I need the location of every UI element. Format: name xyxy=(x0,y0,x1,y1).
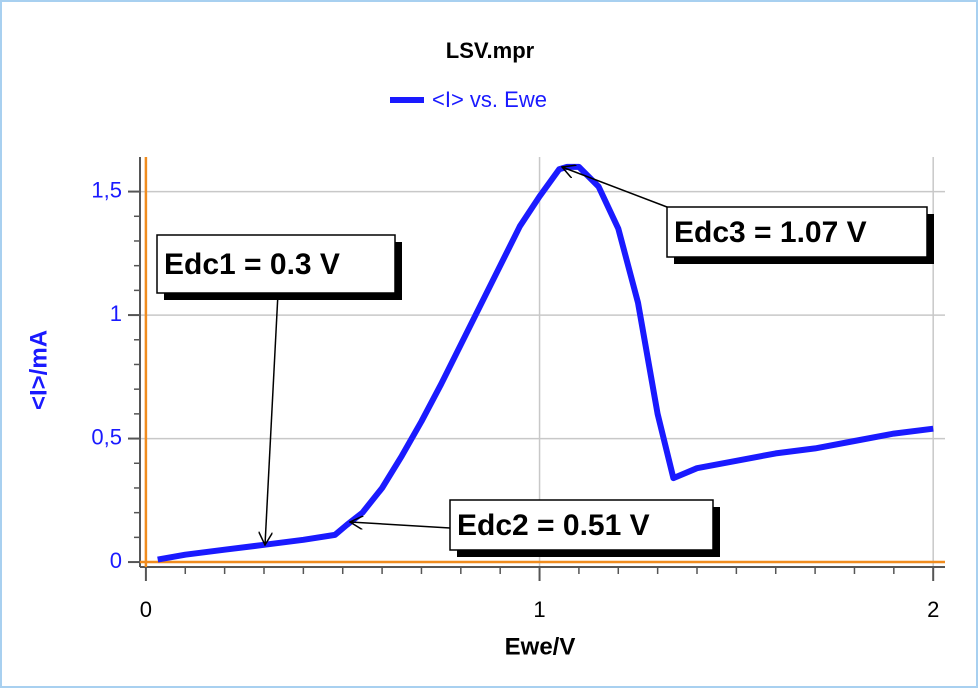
x-tick-label: 2 xyxy=(927,597,939,622)
data-line xyxy=(157,163,934,563)
annotation-text: Edc3 = 1.07 V xyxy=(674,216,867,249)
annotation-box xyxy=(156,234,396,294)
y-tick-label: 1,5 xyxy=(91,177,122,202)
annotation-arrow xyxy=(265,292,279,545)
annotation-text: Edc2 = 0.51 V xyxy=(457,509,650,542)
y-tick-label: 0 xyxy=(110,548,122,573)
x-tick-label: 0 xyxy=(140,597,152,622)
x-tick-label: 1 xyxy=(533,597,545,622)
annotation-arrow xyxy=(562,167,668,208)
x-axis-label: Ewe/V xyxy=(505,633,576,660)
legend-label: <I> vs. Ewe xyxy=(432,87,547,112)
chart-title: LSV.mpr xyxy=(446,38,535,63)
y-tick-label: 0,5 xyxy=(91,424,122,449)
y-tick-label: 1 xyxy=(110,301,122,326)
annotation-box xyxy=(666,206,928,258)
annotation-arrow xyxy=(350,522,451,528)
y-axis-label: <I>/mA xyxy=(25,330,52,410)
annotation-text: Edc1 = 0.3 V xyxy=(164,248,340,281)
annotation-box xyxy=(449,499,714,551)
